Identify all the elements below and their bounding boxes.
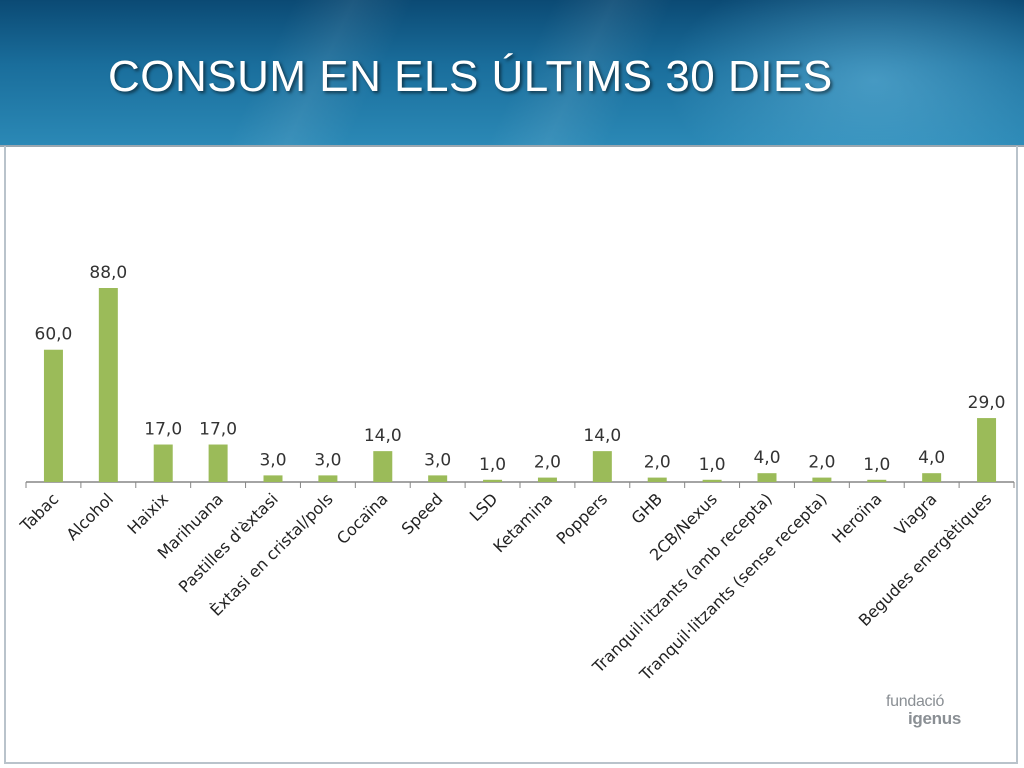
slide-header: CONSUM EN ELS ÚLTIMS 30 DIES xyxy=(0,0,1024,146)
bar-mark xyxy=(867,479,887,482)
bar-mark xyxy=(263,475,283,482)
bar-mark xyxy=(757,473,777,482)
bar-mark xyxy=(98,288,118,482)
data-label: 3,0 xyxy=(259,450,286,470)
bar-mark xyxy=(373,451,393,482)
data-label: 88,0 xyxy=(89,263,127,283)
category-tick-label: Tabac xyxy=(16,489,62,535)
data-label: 60,0 xyxy=(35,325,73,345)
data-label: 3,0 xyxy=(314,450,341,470)
logo-text-fundacio: fundació xyxy=(886,693,945,710)
header-divider xyxy=(0,145,1024,147)
foundation-logo: fundació igenus xyxy=(886,693,976,728)
data-label: 2,0 xyxy=(534,453,561,473)
bar-mark xyxy=(647,477,667,482)
data-label: 1,0 xyxy=(479,455,506,475)
bar-mark xyxy=(537,477,557,482)
data-label: 17,0 xyxy=(144,420,182,440)
bar-mark xyxy=(318,475,338,482)
bar-mark xyxy=(428,475,448,482)
bar-mark xyxy=(977,418,997,482)
bar-mark xyxy=(43,349,63,482)
data-label: 3,0 xyxy=(424,450,451,470)
category-tick-label: LSD xyxy=(466,489,502,525)
data-label: 1,0 xyxy=(863,455,890,475)
data-label: 29,0 xyxy=(968,393,1006,413)
data-label: 2,0 xyxy=(808,453,835,473)
category-tick-label: Pastilles d'èxtasi xyxy=(175,489,282,596)
category-tick-label: Haixix xyxy=(123,489,172,538)
bar-mark xyxy=(922,473,942,482)
slide-title: CONSUM EN ELS ÚLTIMS 30 DIES xyxy=(108,52,833,101)
data-label: 17,0 xyxy=(199,420,237,440)
category-tick-label: Cocaïna xyxy=(333,489,392,548)
category-tick-label: Poppers xyxy=(553,489,612,548)
bar-mark xyxy=(153,444,173,482)
category-tick-label: Alcohol xyxy=(62,489,117,544)
data-label: 2,0 xyxy=(644,453,671,473)
data-label: 4,0 xyxy=(918,448,945,468)
category-tick-label: Speed xyxy=(398,489,447,538)
logo-text-igenus: igenus xyxy=(908,709,961,728)
category-tick-label: GHB xyxy=(628,489,666,527)
data-label: 14,0 xyxy=(364,426,402,446)
bar-mark xyxy=(483,479,503,482)
content-frame xyxy=(4,146,1018,764)
category-tick-label: Viagra xyxy=(891,489,941,539)
bar-mark xyxy=(208,444,228,482)
bar-mark xyxy=(702,479,722,482)
bar-mark xyxy=(812,477,832,482)
data-label: 1,0 xyxy=(699,455,726,475)
data-label: 14,0 xyxy=(583,426,621,446)
category-tick-label: Ketamina xyxy=(489,489,556,556)
header-glow xyxy=(664,0,1024,146)
category-tick-label: Heroïna xyxy=(828,489,885,546)
bar-mark xyxy=(592,451,612,482)
data-label: 4,0 xyxy=(753,448,780,468)
